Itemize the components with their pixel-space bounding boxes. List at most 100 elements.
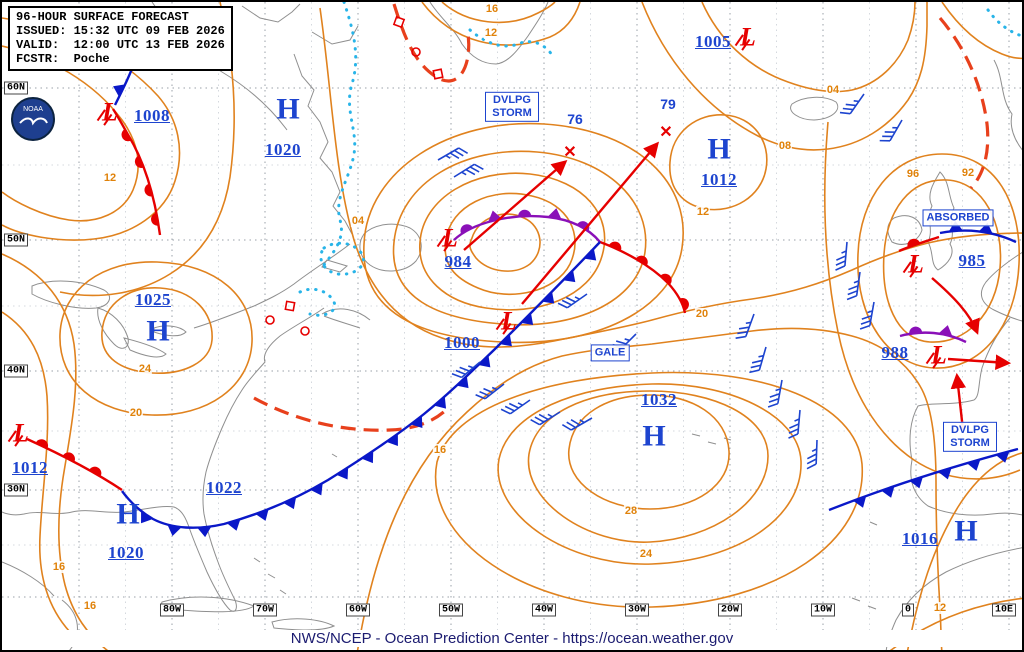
storm-motion-arrow [947,354,1012,370]
front-marker [478,355,491,368]
isobar [444,192,576,296]
front-marker [547,208,562,220]
coastline [153,325,187,337]
front-marker [89,466,102,477]
pressure-value: 1020 [108,543,144,562]
pressure-value: 1032 [641,390,677,409]
isobar [363,122,684,344]
front-marker [563,270,576,283]
storm-motion-arrow [950,372,967,431]
coastline [993,59,1022,151]
frontogenesis-symbol [411,47,421,57]
wind-barb-icon [839,88,865,119]
wind-barb-icon [453,160,485,186]
coastline [790,96,839,121]
front-marker [542,291,555,304]
isobar [419,172,606,311]
coastline [909,317,1022,516]
front-marker [197,526,212,538]
isobar-label: 08 [777,140,793,152]
front-marker [635,255,648,266]
front-marker [499,334,512,347]
max-wind-label: 79 [660,96,676,112]
absorbed-box: ABSORBED [922,209,994,227]
lat-label-50n: 50N [4,233,29,247]
front-marker [226,519,241,531]
isobar [527,390,769,543]
isobar [641,2,928,151]
isobar-label: 24 [638,548,654,560]
isobar-label: 04 [350,215,366,227]
isobar [2,311,71,633]
ice-edge-line [298,287,337,317]
front-marker [255,509,269,521]
low-symbol: L [13,418,29,448]
coastline [241,3,301,23]
frontogenesis-symbol [300,326,310,336]
front-marker [909,476,923,489]
wind-barb-icon [437,144,469,169]
isobar [441,2,556,24]
isobar [421,2,581,46]
isobar [497,383,802,565]
isobar-label: 20 [128,407,144,419]
title-block: 96-HOUR SURFACE FORECAST ISSUED: 15:32 U… [8,6,233,71]
wind-barb-icon [474,376,505,403]
coastline [359,223,422,272]
isobar [2,253,109,650]
lon-label: 10E [991,603,1017,617]
coastline [31,280,111,309]
frontogenesis-symbol [284,300,296,312]
front-marker [938,325,953,337]
front-marker [608,241,622,251]
front-marker [680,297,689,311]
low-symbol: L [908,249,924,279]
storm-motion-arrow [463,159,568,251]
pressure-value: 1020 [265,140,301,159]
isobar [941,2,1022,60]
coastline [331,433,878,610]
front-marker [62,452,75,462]
isobar-label: 12 [695,206,711,218]
front-marker [336,467,349,480]
front-marker [966,459,981,471]
high-symbol: H [146,314,170,348]
warm-front [26,437,123,491]
low-symbol: L [740,22,756,52]
low-symbol: L [442,223,458,253]
cold-front [121,241,601,529]
front-marker [144,183,153,197]
front-marker [881,486,895,498]
low-symbol: L [501,306,517,336]
ice-edges [298,2,1022,317]
lat-label-60n: 60N [4,81,29,95]
isobar-label: 28 [623,505,639,517]
pressure-value: 1012 [701,170,737,189]
low-symbol: L [102,97,118,127]
trough-lines [253,3,990,432]
trough-line [392,3,471,83]
lon-label: 70W [252,603,278,617]
isobar-label: 04 [825,84,841,96]
storm-position-x-icon: ✕ [659,124,673,141]
isobar-label: 96 [905,168,921,180]
forecaster-line: FCSTR: Poche [16,52,110,67]
front-marker [434,396,447,409]
front-marker [141,511,153,524]
coastline [97,307,129,349]
isobar-label: 12 [102,172,118,184]
isobar [434,371,863,608]
lon-label: 30W [624,603,650,617]
pressure-value: 984 [444,252,472,271]
storm-motion-arrows [463,141,1012,431]
lon-label: 50W [438,603,464,617]
isobar [59,2,235,297]
storm-position-x-icon: ✕ [563,144,577,161]
isobar-label: 16 [82,600,98,612]
front-marker [151,212,159,226]
storm-motion-arrow [931,277,980,335]
front-marker [460,224,473,234]
occluded-front [453,214,601,243]
wind-barb-icon [767,377,783,410]
noaa-logo-text: NOAA [23,106,43,113]
